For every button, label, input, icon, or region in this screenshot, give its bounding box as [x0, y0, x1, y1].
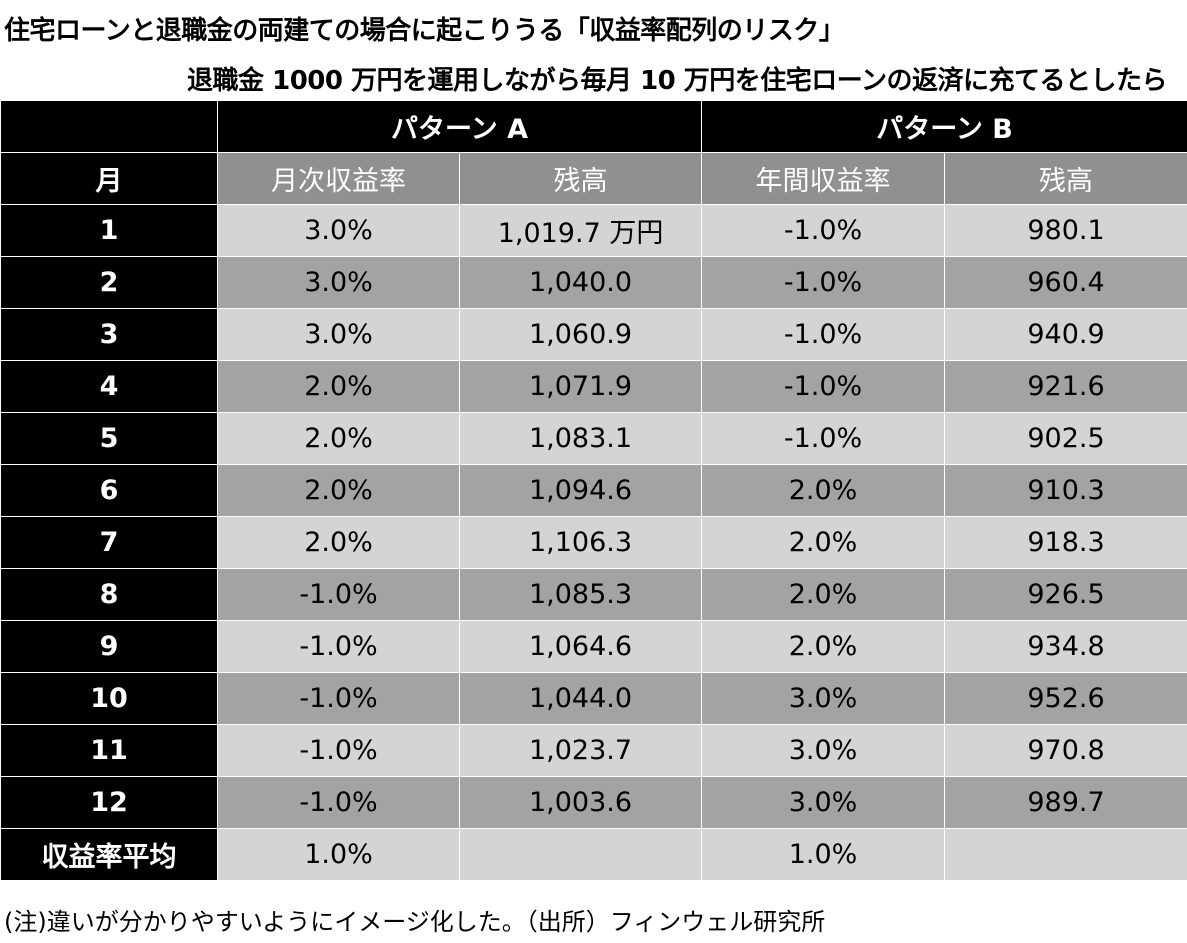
month-cell: 3 — [0, 308, 218, 361]
column-header-row: 月 月次収益率 残高 年間収益率 残高 — [0, 152, 1187, 205]
b-balance-cell: 926.5 — [944, 568, 1187, 621]
table-row: 6 2.0% 1,094.6 2.0% 910.3 — [0, 464, 1187, 517]
table-row: 7 2.0% 1,106.3 2.0% 918.3 — [0, 516, 1187, 569]
b-balance-cell: 980.1 — [944, 204, 1187, 257]
a-rate-cell: -1.0% — [217, 776, 460, 829]
b-balance-cell: 910.3 — [944, 464, 1187, 517]
b-rate-cell: 2.0% — [701, 464, 946, 517]
month-cell: 11 — [0, 724, 218, 777]
pattern-a-header: パターン A — [216, 100, 703, 153]
month-cell: 8 — [0, 568, 218, 621]
month-cell: 1 — [0, 204, 218, 257]
b-balance-cell: 918.3 — [944, 516, 1187, 569]
a-rate-cell: 2.0% — [217, 464, 460, 517]
returns-sequence-table: パターン A パターン B 月 月次収益率 残高 年間収益率 残高 1 3.0% 1… — [0, 100, 1187, 881]
average-a-balance-cell — [458, 828, 703, 881]
a-balance-cell: 1,085.3 — [458, 568, 703, 621]
table-row: 9 -1.0% 1,064.6 2.0% 934.8 — [0, 620, 1187, 673]
a-balance-cell: 1,106.3 — [458, 516, 703, 569]
average-row: 収益率平均 1.0% 1.0% — [0, 828, 1187, 881]
b-balance-cell: 970.8 — [944, 724, 1187, 777]
month-cell: 9 — [0, 620, 218, 673]
month-cell: 5 — [0, 412, 218, 465]
a-balance-cell: 1,003.6 — [458, 776, 703, 829]
b-balance-cell: 934.8 — [944, 620, 1187, 673]
a-rate-cell: -1.0% — [217, 568, 460, 621]
a-balance-cell: 1,094.6 — [458, 464, 703, 517]
a-rate-cell: 2.0% — [217, 412, 460, 465]
b-balance-column-header: 残高 — [944, 152, 1187, 205]
average-label-cell: 収益率平均 — [0, 828, 218, 881]
table-row: 12 -1.0% 1,003.6 3.0% 989.7 — [0, 776, 1187, 829]
b-balance-cell: 902.5 — [944, 412, 1187, 465]
a-balance-cell: 1,064.6 — [458, 620, 703, 673]
b-rate-cell: 2.0% — [701, 620, 946, 673]
a-rate-cell: 3.0% — [217, 256, 460, 309]
pattern-b-header: パターン B — [701, 100, 1187, 153]
table-row: 3 3.0% 1,060.9 -1.0% 940.9 — [0, 308, 1187, 361]
b-balance-cell: 989.7 — [944, 776, 1187, 829]
table-row: 4 2.0% 1,071.9 -1.0% 921.6 — [0, 360, 1187, 413]
month-cell: 2 — [0, 256, 218, 309]
b-rate-cell: 3.0% — [701, 724, 946, 777]
b-rate-cell: -1.0% — [701, 204, 946, 257]
a-balance-cell: 1,023.7 — [458, 724, 703, 777]
table-row: 1 3.0% 1,019.7 万円 -1.0% 980.1 — [0, 204, 1187, 257]
month-cell: 6 — [0, 464, 218, 517]
a-balance-cell: 1,044.0 — [458, 672, 703, 725]
a-rate-cell: -1.0% — [217, 724, 460, 777]
page-subtitle: 退職金 1000 万円を運用しながら毎月 10 万円を住宅ローンの返済に充てると… — [187, 66, 1167, 96]
page-title: 住宅ローンと退職金の両建ての場合に起こりうる「収益率配列のリスク」 — [4, 16, 845, 46]
b-rate-cell: 2.0% — [701, 516, 946, 569]
a-rate-cell: 3.0% — [217, 308, 460, 361]
b-rate-cell: -1.0% — [701, 360, 946, 413]
a-balance-cell: 1,083.1 — [458, 412, 703, 465]
month-column-header: 月 — [0, 152, 218, 205]
a-rate-cell: -1.0% — [217, 620, 460, 673]
month-cell: 4 — [0, 360, 218, 413]
a-rate-cell: 2.0% — [217, 360, 460, 413]
b-rate-cell: -1.0% — [701, 308, 946, 361]
average-b-rate-cell: 1.0% — [701, 828, 946, 881]
b-rate-cell: -1.0% — [701, 256, 946, 309]
average-b-balance-cell — [944, 828, 1187, 881]
table-row: 8 -1.0% 1,085.3 2.0% 926.5 — [0, 568, 1187, 621]
b-balance-cell: 952.6 — [944, 672, 1187, 725]
corner-cell — [0, 100, 218, 153]
pattern-header-row: パターン A パターン B — [0, 100, 1187, 153]
table-row: 10 -1.0% 1,044.0 3.0% 952.6 — [0, 672, 1187, 725]
a-rate-cell: 2.0% — [217, 516, 460, 569]
a-balance-column-header: 残高 — [458, 152, 703, 205]
a-rate-column-header: 月次収益率 — [217, 152, 460, 205]
b-rate-column-header: 年間収益率 — [701, 152, 946, 205]
a-balance-cell: 1,040.0 — [458, 256, 703, 309]
b-rate-cell: 2.0% — [701, 568, 946, 621]
b-rate-cell: 3.0% — [701, 672, 946, 725]
average-a-rate-cell: 1.0% — [217, 828, 460, 881]
footnote: (注)違いが分かりやすいようにイメージ化した。（出所）フィンウェル研究所 — [4, 908, 826, 936]
a-rate-cell: -1.0% — [217, 672, 460, 725]
a-balance-cell: 1,071.9 — [458, 360, 703, 413]
month-cell: 7 — [0, 516, 218, 569]
month-cell: 12 — [0, 776, 218, 829]
b-balance-cell: 940.9 — [944, 308, 1187, 361]
a-balance-cell: 1,019.7 万円 — [458, 204, 703, 257]
table-row: 11 -1.0% 1,023.7 3.0% 970.8 — [0, 724, 1187, 777]
table-row: 2 3.0% 1,040.0 -1.0% 960.4 — [0, 256, 1187, 309]
a-rate-cell: 3.0% — [217, 204, 460, 257]
table-row: 5 2.0% 1,083.1 -1.0% 902.5 — [0, 412, 1187, 465]
a-balance-cell: 1,060.9 — [458, 308, 703, 361]
b-balance-cell: 960.4 — [944, 256, 1187, 309]
b-rate-cell: 3.0% — [701, 776, 946, 829]
b-balance-cell: 921.6 — [944, 360, 1187, 413]
month-cell: 10 — [0, 672, 218, 725]
b-rate-cell: -1.0% — [701, 412, 946, 465]
